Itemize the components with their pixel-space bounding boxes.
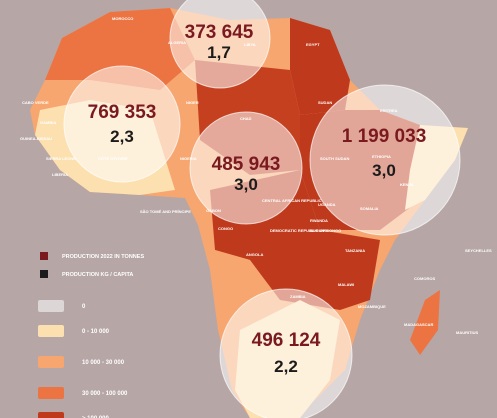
country-label: GABON (206, 208, 221, 213)
country-label: SOUTH SUDAN (320, 156, 349, 161)
country-label: EGYPT (306, 42, 320, 47)
country-label: CHAD (240, 116, 252, 121)
country-label: MOZAMBIQUE (358, 304, 386, 309)
bubble (169, 0, 271, 89)
country-label: SÃO TOMÉ AND PRÍNCIPE (140, 209, 191, 214)
country-label: NIGERIA (180, 156, 197, 161)
country-label: ZAMBIA (290, 294, 306, 299)
per-capita-value: 2,3 (110, 127, 134, 146)
country-label: NIGER (186, 100, 199, 105)
country-label: SEYCHELLES (465, 248, 492, 253)
legend-label: 10 000 - 30 000 (82, 360, 125, 366)
production-value: 485 943 (212, 154, 281, 175)
per-capita-value: 2,2 (274, 357, 298, 376)
production-value: 496 124 (252, 330, 321, 351)
per-capita-value: 3,0 (372, 161, 396, 180)
country-label: CONGO (218, 226, 233, 231)
legend-swatch (40, 270, 48, 278)
country-label: ANGOLA (246, 252, 263, 257)
country-label: KENYA (400, 182, 414, 187)
legend-swatch (38, 325, 64, 337)
bubbles (63, 0, 461, 418)
country-label: BURUNDI (310, 228, 328, 233)
legend-label: 30 000 - 100 000 (82, 391, 128, 397)
country-label: TANZANIA (345, 248, 365, 253)
country-label: SIERRA LEONE (46, 156, 76, 161)
country-label: MOROCCO (112, 16, 133, 21)
bubble (189, 111, 303, 225)
legend-swatch (38, 356, 64, 368)
legend-label: 0 - 10 000 (82, 329, 110, 335)
region-north (290, 18, 350, 115)
country-label: GUINEA-BISSAU (20, 136, 52, 141)
country-label: MALAWI (338, 282, 354, 287)
per-capita-value: 1,7 (207, 43, 231, 62)
legend-swatch (40, 252, 48, 260)
production-value: 1 199 033 (342, 126, 427, 147)
production-value: 769 353 (88, 102, 157, 123)
bubble (219, 288, 353, 418)
country-label: ERITREA (380, 108, 398, 113)
legend-swatch (38, 300, 64, 312)
country-label: CABO VERDE (22, 100, 49, 105)
madagascar (410, 290, 440, 355)
country-label: COMOROS (414, 276, 435, 281)
country-label: RWANDA (310, 218, 328, 223)
country-label: DEMOCRATIC REPUBLIC OF CONGO (270, 228, 341, 233)
country-label: UGANDA (318, 202, 336, 207)
country-label: LIBYA (244, 42, 256, 47)
per-capita-value: 3,0 (234, 175, 258, 194)
country-label: ALGERIA (168, 40, 186, 45)
legend-label: > 100 000 (82, 416, 110, 418)
country-label: MADAGASCAR (404, 322, 433, 327)
legend-label: 0 (82, 304, 86, 310)
production-value: 373 645 (185, 22, 254, 43)
legend-swatch (38, 387, 64, 399)
country-label: LIBERIA (52, 172, 68, 177)
legend-swatch (38, 412, 64, 418)
legend-label: PRODUCTION 2022 IN TONNES (62, 254, 144, 260)
country-label: SUDAN (318, 100, 332, 105)
region-nw (45, 8, 195, 90)
legend-label: PRODUCTION KG / CAPITA (62, 272, 133, 278)
country-label: ETHIOPIA (372, 154, 391, 159)
bubble (309, 84, 461, 236)
country-label: GAMBIA (40, 120, 56, 125)
country-label: MAURITIUS (456, 330, 479, 335)
bubble (63, 65, 181, 183)
country-label: CÔTE D'IVOIRE (98, 156, 128, 161)
country-label: SOMALIA (360, 206, 379, 211)
country-label: CENTRAL AFRICAN REPUBLIC (262, 198, 322, 203)
